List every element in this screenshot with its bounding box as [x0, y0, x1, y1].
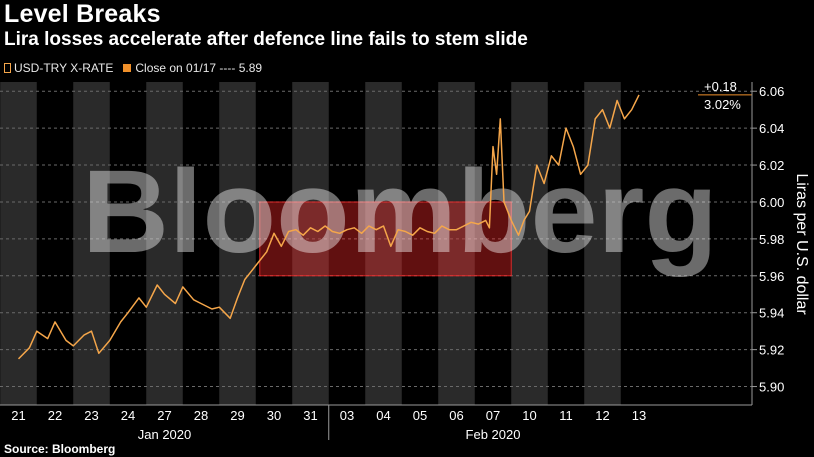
- y-tick-label: 5.94: [759, 306, 784, 321]
- legend-close-swatch-icon: [123, 64, 132, 72]
- x-tick-label: 31: [303, 408, 317, 423]
- annotation-pct: 3.02%: [704, 97, 741, 112]
- x-tick-label: 11: [559, 408, 573, 423]
- legend-close-label: Close on 01/17 ---- 5.89: [135, 61, 263, 75]
- y-tick-label: 5.90: [759, 380, 784, 395]
- series-line: [17, 94, 640, 360]
- day-band: [219, 82, 256, 405]
- month-label: Feb 2020: [466, 427, 521, 442]
- day-band: [511, 82, 548, 405]
- x-axis-ticks: 21 22 23 24 27 28 29 30 31 03 04 05 06 07 10 11 12 13: [0, 404, 752, 423]
- x-tick-label: 06: [449, 408, 463, 423]
- x-tick-label: 27: [157, 408, 171, 423]
- chart-title: Level Breaks: [4, 0, 161, 28]
- annotation-change: +0.18: [704, 79, 737, 94]
- highlight-range: [259, 201, 512, 277]
- legend: USD-TRY X-RATE Close on 01/17 ---- 5.89: [4, 60, 272, 76]
- day-band: [584, 82, 621, 405]
- y-tick-label: 6.06: [759, 84, 784, 99]
- x-tick-label: 30: [267, 408, 281, 423]
- x-tick-label: 12: [595, 408, 609, 423]
- y-axis-label: Liras per U.S. dollar: [793, 173, 810, 315]
- x-tick-label: 07: [486, 408, 500, 423]
- x-tick-label: 23: [84, 408, 98, 423]
- x-tick-label: 13: [632, 408, 646, 423]
- x-tick-label: 05: [413, 408, 427, 423]
- day-band: [0, 82, 37, 405]
- x-tick-label: 29: [230, 408, 244, 423]
- day-band: [365, 82, 402, 405]
- day-band: [438, 82, 475, 405]
- month-label: Jan 2020: [138, 427, 192, 442]
- y-tick-label: 5.96: [759, 269, 784, 284]
- day-bands: [0, 82, 621, 405]
- x-tick-label: 04: [376, 408, 390, 423]
- x-tick-label: 24: [121, 408, 135, 423]
- legend-series-swatch-icon: [4, 63, 11, 73]
- x-tick-label: 28: [194, 408, 208, 423]
- x-tick-label: 22: [48, 408, 62, 423]
- gridlines: [0, 90, 752, 388]
- legend-series-label: USD-TRY X-RATE: [14, 61, 114, 75]
- day-band: [146, 82, 183, 405]
- watermark: Bloomberg: [82, 146, 718, 278]
- day-band: [292, 82, 329, 405]
- change-annotation: +0.18 3.02%: [698, 79, 752, 112]
- y-tick-label: 6.00: [759, 195, 784, 210]
- series-group: [17, 94, 640, 360]
- x-tick-label: 03: [340, 408, 354, 423]
- y-tick-label: 6.02: [759, 158, 784, 173]
- legend-item-close: Close on 01/17 ---- 5.89: [123, 61, 262, 75]
- day-band: [73, 82, 110, 405]
- y-tick-label: 6.04: [759, 121, 784, 136]
- x-tick-label: 21: [11, 408, 25, 423]
- chart-subtitle: Lira losses accelerate after defence lin…: [4, 29, 528, 50]
- legend-item-series: USD-TRY X-RATE: [4, 61, 113, 75]
- y-axis-ticks: 5.90 5.92 5.94 5.96 5.98 6.00 6.02 6.04 6.06: [752, 84, 784, 395]
- y-tick-label: 5.98: [759, 232, 784, 247]
- source-note: Source: Bloomberg: [4, 442, 116, 456]
- x-axis-months: Jan 2020 Feb 2020: [138, 405, 521, 442]
- y-tick-label: 5.92: [759, 343, 784, 358]
- x-tick-label: 10: [522, 408, 536, 423]
